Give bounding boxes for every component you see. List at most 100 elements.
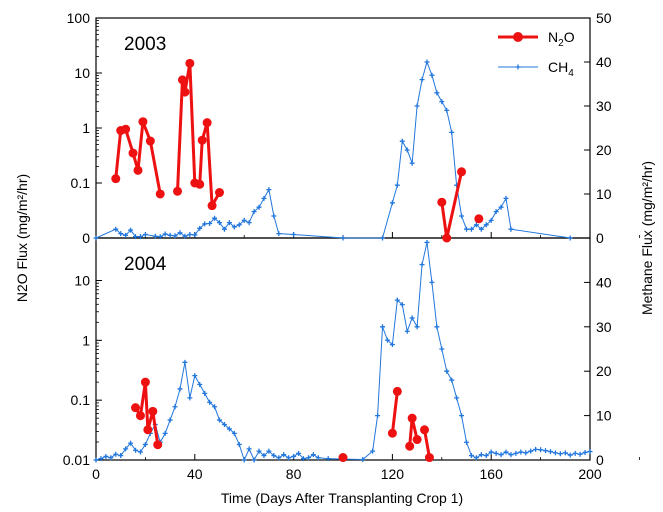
ch4-point-2003-19 xyxy=(207,220,213,226)
ch4-point-2004-39 xyxy=(286,455,292,461)
n2o-point-2003-1-9 xyxy=(215,188,224,198)
ch4-point-2004-8 xyxy=(133,447,139,453)
ch4-point-2004-88 xyxy=(562,450,568,456)
ch4-point-2004-44 xyxy=(310,452,316,458)
ch4-point-2004-45 xyxy=(315,455,321,461)
ch4-point-2004-26 xyxy=(221,421,227,427)
ch4-point-2004-54 xyxy=(394,297,400,303)
n2o-line-2004-2 xyxy=(390,391,399,434)
left-tick-label-2004-2: 1 xyxy=(82,332,90,348)
n2o-point-2003-0-0 xyxy=(111,174,121,184)
ch4-point-2004-7 xyxy=(128,440,134,446)
n2o-point-2003-1-5 xyxy=(195,179,205,189)
ch4-point-2004-66 xyxy=(454,395,460,401)
ch4-point-2004-20 xyxy=(192,373,198,379)
ch4-point-2003-2 xyxy=(118,231,124,237)
ch4-point-2004-41 xyxy=(296,450,302,456)
ch4-point-2003-27 xyxy=(246,220,252,226)
ch4-point-2004-32 xyxy=(251,457,257,463)
ch4-point-2003-26 xyxy=(241,217,247,223)
ch4-point-2003-36 xyxy=(380,235,386,241)
n2o-point-2003-0-6 xyxy=(145,136,155,146)
ch4-point-2004-43 xyxy=(305,455,311,461)
right-tick-label-2004-0: 0 xyxy=(596,452,604,468)
ch4-point-2003-21 xyxy=(217,220,222,226)
n2o-point-2004-0-2 xyxy=(140,377,150,387)
ch4-point-2003-3 xyxy=(123,232,129,238)
ch4-point-2004-2 xyxy=(103,453,109,459)
n2o-point-2003-1-8 xyxy=(207,201,217,211)
right-tick-label-2004-2: 20 xyxy=(596,363,612,379)
ch4-point-2004-49 xyxy=(370,448,376,454)
ch4-point-2004-83 xyxy=(538,447,544,453)
ch4-point-2003-18 xyxy=(202,221,208,227)
ch4-point-2004-85 xyxy=(547,449,553,455)
ch4-point-2004-31 xyxy=(246,446,252,452)
n2o-point-2003-2-0 xyxy=(437,197,447,207)
ch4-point-2004-53 xyxy=(389,342,395,348)
n2o-point-2004-0-5 xyxy=(153,440,163,450)
ch4-point-2004-16 xyxy=(172,404,178,410)
ch4-point-2003-49 xyxy=(449,129,455,135)
ch4-point-2003-45 xyxy=(429,72,435,78)
ch4-point-2004-40 xyxy=(291,453,297,459)
right-tick-label-2004-1: 10 xyxy=(596,408,612,424)
ch4-point-2004-86 xyxy=(552,450,558,456)
ch4-point-2004-73 xyxy=(488,449,494,455)
left-tick-label-2003-3: 10 xyxy=(74,65,90,81)
n2o-line-2004-4 xyxy=(423,429,431,458)
ch4-point-2004-82 xyxy=(533,446,539,452)
ch4-point-2003-8 xyxy=(152,233,158,239)
ch4-point-2003-32 xyxy=(271,213,277,219)
ch4-point-2004-6 xyxy=(123,446,129,452)
panel-label-2004: 2004 xyxy=(124,254,167,275)
n2o-point-2003-0-2 xyxy=(121,124,131,134)
ch4-point-2004-56 xyxy=(404,328,410,334)
ch4-point-2003-34 xyxy=(291,231,297,237)
ch4-point-2003-53 xyxy=(468,226,474,232)
ch4-point-2003-41 xyxy=(409,160,415,166)
ch4-point-2004-91 xyxy=(577,451,583,457)
ch4-point-2004-77 xyxy=(508,452,514,458)
ch4-point-2003-60 xyxy=(503,195,509,201)
left-tick-label-2003-2: 1 xyxy=(82,120,90,136)
x-tick-label-5: 200 xyxy=(578,466,602,482)
n2o-point-2004-2-1 xyxy=(392,386,402,396)
panel-frame-2004 xyxy=(95,237,591,461)
ch4-point-2004-75 xyxy=(498,452,504,458)
ch4-point-2004-17 xyxy=(177,386,183,392)
ch4-point-2003-9 xyxy=(157,234,163,240)
legend-ch4-marker xyxy=(515,64,521,70)
ch4-point-2003-52 xyxy=(464,226,469,232)
x-axis-title: Time (Days After Transplanting Crop 1) xyxy=(221,490,463,506)
ch4-point-2004-48 xyxy=(360,457,366,463)
ch4-point-2003-20 xyxy=(212,215,218,221)
n2o-point-2003-2-1 xyxy=(442,233,452,243)
x-tick-label-2: 80 xyxy=(286,466,302,482)
ch4-point-2003-11 xyxy=(167,232,173,238)
ch4-point-2003-31 xyxy=(266,187,272,193)
panel-frame-2003 xyxy=(95,17,591,239)
ch4-point-2003-57 xyxy=(488,217,494,223)
ch4-point-2003-33 xyxy=(276,231,282,237)
ch4-point-2004-34 xyxy=(261,453,267,459)
right-tick-label-2004-4: 40 xyxy=(596,274,612,290)
ch4-point-2004-74 xyxy=(493,450,499,456)
ch4-point-2004-79 xyxy=(518,449,524,455)
ch4-point-2004-15 xyxy=(167,417,173,423)
left-axis-title: N2O Flux (mg/m²/hr) xyxy=(14,174,30,302)
ch4-line-2004 xyxy=(95,242,591,462)
ch4-point-2003-44 xyxy=(424,59,430,65)
ch4-point-2004-50 xyxy=(375,413,381,419)
ch4-point-2003-13 xyxy=(177,230,183,236)
right-tick-label-2003-5: 50 xyxy=(596,10,612,26)
ch4-point-2004-71 xyxy=(478,452,484,458)
ch4-point-2004-33 xyxy=(256,448,262,454)
ch4-point-2004-64 xyxy=(444,368,450,374)
n2o-point-2004-0-3 xyxy=(143,425,153,435)
ch4-point-2004-89 xyxy=(567,452,573,458)
n2o-point-2003-2-2 xyxy=(457,167,467,177)
ch4-point-2003-55 xyxy=(478,226,484,232)
ch4-point-2004-5 xyxy=(118,453,124,459)
